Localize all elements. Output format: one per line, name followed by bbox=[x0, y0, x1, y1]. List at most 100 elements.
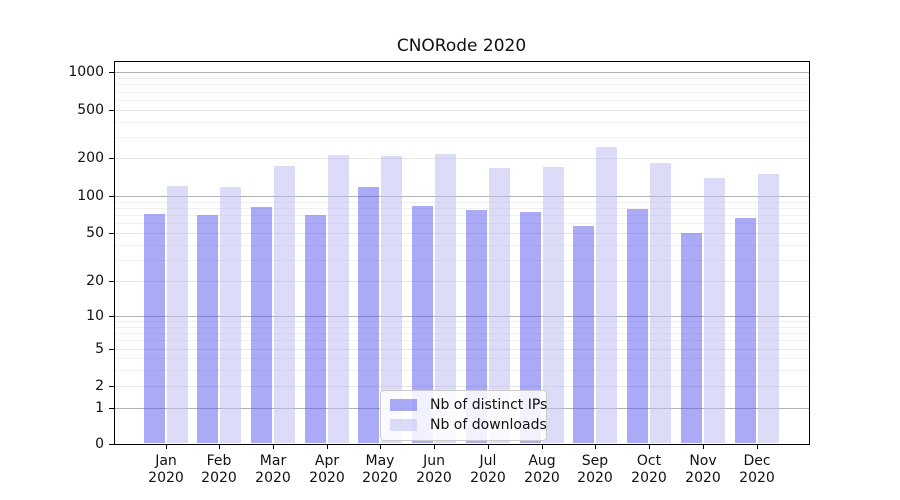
minor-gridline bbox=[114, 84, 809, 85]
x-tick-mark bbox=[219, 444, 220, 449]
minor-gridline bbox=[114, 370, 809, 371]
y-tick-label: 200 bbox=[77, 150, 104, 166]
major-gridline bbox=[114, 72, 809, 73]
bar-distinct-ips-apr bbox=[305, 215, 326, 443]
x-tick-label-oct: Oct 2020 bbox=[631, 453, 667, 486]
y-tick-label: 100 bbox=[77, 188, 104, 204]
bar-downloads-feb bbox=[220, 187, 241, 443]
x-tick-mark bbox=[327, 444, 328, 449]
bar-downloads-dec bbox=[758, 174, 779, 443]
bar-downloads-oct bbox=[650, 163, 671, 443]
x-tick-mark bbox=[595, 444, 596, 449]
minor-gridline bbox=[114, 327, 809, 328]
y-tick-mark bbox=[109, 158, 114, 159]
bar-distinct-ips-aug bbox=[520, 212, 541, 443]
major-gridline bbox=[114, 316, 809, 317]
y-tick-label: 5 bbox=[95, 341, 104, 357]
bar-downloads-nov bbox=[704, 178, 725, 443]
y-tick-label: 1000 bbox=[68, 64, 104, 80]
bar-distinct-ips-feb bbox=[197, 215, 218, 443]
bar-downloads-may bbox=[381, 156, 402, 443]
y-tick-mark bbox=[109, 281, 114, 282]
x-tick-label-apr: Apr 2020 bbox=[309, 453, 345, 486]
y-tick-mark bbox=[109, 110, 114, 111]
x-tick-label-feb: Feb 2020 bbox=[201, 453, 237, 486]
x-tick-label-sep: Sep 2020 bbox=[577, 453, 613, 486]
minor-gridline bbox=[114, 333, 809, 334]
bar-distinct-ips-oct bbox=[627, 209, 648, 443]
bar-downloads-apr bbox=[328, 155, 349, 443]
x-tick-mark bbox=[703, 444, 704, 449]
x-tick-label-dec: Dec 2020 bbox=[739, 453, 775, 486]
legend-label-distinct-ips: Nb of distinct IPs bbox=[430, 397, 548, 413]
gridline bbox=[114, 349, 809, 350]
y-tick-mark bbox=[109, 316, 114, 317]
legend-swatch-distinct-ips bbox=[390, 399, 417, 411]
minor-gridline bbox=[114, 78, 809, 79]
x-tick-label-jul: Jul 2020 bbox=[470, 453, 506, 486]
y-tick-mark bbox=[109, 386, 114, 387]
minor-gridline bbox=[114, 223, 809, 224]
y-tick-mark bbox=[109, 349, 114, 350]
x-tick-mark bbox=[166, 444, 167, 449]
x-tick-label-jan: Jan 2020 bbox=[148, 453, 184, 486]
legend: Nb of distinct IPs Nb of downloads bbox=[380, 390, 547, 441]
y-tick-mark bbox=[109, 196, 114, 197]
y-tick-label: 20 bbox=[86, 273, 104, 289]
major-gridline bbox=[114, 196, 809, 197]
bar-downloads-mar bbox=[274, 166, 295, 443]
bar-downloads-jun bbox=[435, 154, 456, 443]
minor-gridline bbox=[114, 208, 809, 209]
legend-label-downloads: Nb of downloads bbox=[430, 417, 547, 433]
gridline bbox=[114, 386, 809, 387]
bar-distinct-ips-jun bbox=[412, 206, 433, 443]
y-tick-label: 10 bbox=[86, 308, 104, 324]
x-tick-mark bbox=[488, 444, 489, 449]
bar-distinct-ips-dec bbox=[735, 218, 756, 443]
x-tick-mark bbox=[649, 444, 650, 449]
x-tick-mark bbox=[273, 444, 274, 449]
minor-gridline bbox=[114, 122, 809, 123]
legend-item-distinct-ips: Nb of distinct IPs bbox=[390, 397, 547, 413]
x-tick-mark bbox=[542, 444, 543, 449]
minor-gridline bbox=[114, 321, 809, 322]
y-tick-mark bbox=[109, 72, 114, 73]
x-tick-label-nov: Nov 2020 bbox=[685, 453, 721, 486]
bar-distinct-ips-jul bbox=[466, 210, 487, 443]
minor-gridline bbox=[114, 92, 809, 93]
bar-downloads-aug bbox=[543, 167, 564, 443]
y-tick-mark bbox=[109, 444, 114, 445]
chart-title: CNORode 2020 bbox=[396, 36, 527, 56]
y-tick-label: 50 bbox=[86, 225, 104, 241]
x-tick-mark bbox=[434, 444, 435, 449]
x-tick-label-jun: Jun 2020 bbox=[416, 453, 452, 486]
bar-distinct-ips-may bbox=[358, 187, 379, 443]
x-tick-mark bbox=[380, 444, 381, 449]
minor-gridline bbox=[114, 358, 809, 359]
gridline bbox=[114, 110, 809, 111]
bar-distinct-ips-jan bbox=[144, 214, 165, 443]
bar-downloads-jan bbox=[167, 186, 188, 443]
x-tick-label-aug: Aug 2020 bbox=[524, 453, 560, 486]
minor-gridline bbox=[114, 245, 809, 246]
bar-distinct-ips-mar bbox=[251, 207, 272, 443]
legend-swatch-downloads bbox=[390, 419, 417, 431]
y-tick-mark bbox=[109, 233, 114, 234]
minor-gridline bbox=[114, 137, 809, 138]
minor-gridline bbox=[114, 202, 809, 203]
y-tick-label: 1 bbox=[95, 400, 104, 416]
legend-item-downloads: Nb of downloads bbox=[390, 417, 547, 433]
minor-gridline bbox=[114, 100, 809, 101]
x-tick-mark bbox=[757, 444, 758, 449]
gridline bbox=[114, 233, 809, 234]
x-tick-label-may: May 2020 bbox=[362, 453, 398, 486]
bar-distinct-ips-nov bbox=[681, 233, 702, 443]
bar-downloads-sep bbox=[596, 147, 617, 443]
y-tick-label: 500 bbox=[77, 102, 104, 118]
minor-gridline bbox=[114, 340, 809, 341]
bar-downloads-jul bbox=[489, 168, 510, 443]
minor-gridline bbox=[114, 215, 809, 216]
minor-gridline bbox=[114, 260, 809, 261]
y-tick-label: 0 bbox=[95, 436, 104, 452]
